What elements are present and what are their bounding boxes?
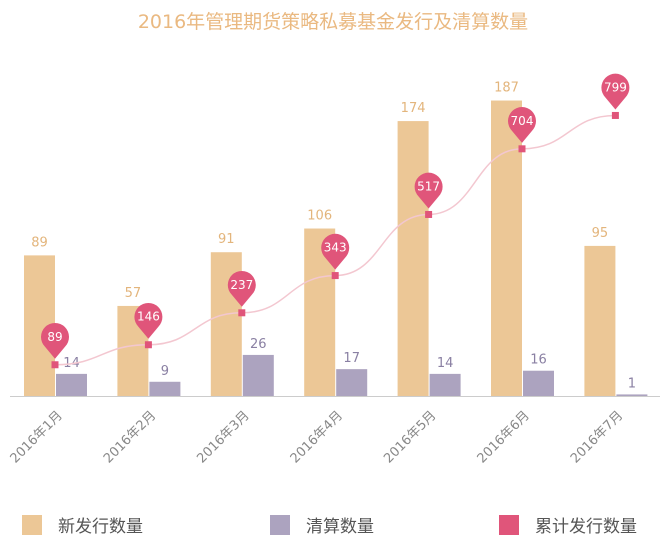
chart-title: 2016年管理期货策略私募基金发行及清算数量 bbox=[138, 11, 528, 33]
x-tick-label-2: 2016年2月 bbox=[101, 408, 159, 466]
bar-cleared-label-5: 14 bbox=[437, 356, 454, 371]
bar-cleared-5 bbox=[429, 373, 461, 396]
cumulative-pin-7 bbox=[601, 73, 630, 110]
cumulative-label-6: 704 bbox=[511, 114, 534, 128]
bar-new-6 bbox=[491, 100, 522, 396]
bar-cleared-label-2: 9 bbox=[161, 364, 169, 379]
cumulative-line-layer: 89 146 237 343 517 704 799 bbox=[41, 73, 630, 369]
cumulative-point-5 bbox=[425, 210, 433, 218]
cumulative-label-1: 89 bbox=[47, 330, 62, 344]
bar-new-label-3: 91 bbox=[218, 232, 235, 247]
bar-cleared-7 bbox=[616, 394, 648, 396]
bar-cleared-1 bbox=[56, 373, 87, 396]
bar-cleared-label-3: 26 bbox=[250, 337, 267, 352]
cumulative-point-4 bbox=[331, 272, 339, 280]
legend-new-swatch bbox=[22, 515, 42, 535]
x-tick-label-3: 2016年3月 bbox=[194, 408, 252, 466]
bar-new-label-2: 57 bbox=[125, 286, 142, 301]
bar-new-label-4: 106 bbox=[307, 209, 332, 224]
x-tick-label-1: 2016年1月 bbox=[8, 408, 66, 466]
cumulative-label-4: 343 bbox=[324, 241, 347, 255]
cumulative-label-2: 146 bbox=[137, 310, 160, 324]
legend: 新发行数量 清算数量 累计发行数量 bbox=[22, 515, 637, 537]
bar-new-7 bbox=[584, 245, 616, 396]
bar-cleared-label-6: 16 bbox=[530, 353, 547, 368]
cumulative-pin-3 bbox=[227, 270, 256, 307]
legend-cleared-swatch bbox=[270, 515, 290, 535]
cumulative-point-7 bbox=[611, 111, 619, 119]
x-tick-label-4: 2016年4月 bbox=[288, 408, 346, 466]
bar-cleared-3 bbox=[242, 354, 274, 396]
legend-new-label: 新发行数量 bbox=[58, 517, 143, 537]
cumulative-point-1 bbox=[51, 361, 59, 369]
cumulative-pin-5 bbox=[414, 172, 443, 209]
bar-new-label-6: 187 bbox=[494, 81, 519, 96]
cumulative-pin-4 bbox=[321, 233, 350, 270]
cumulative-point-2 bbox=[144, 341, 152, 349]
x-tick-label-5: 2016年5月 bbox=[381, 408, 439, 466]
bar-new-5 bbox=[397, 121, 429, 396]
legend-new: 新发行数量 bbox=[22, 515, 143, 537]
legend-cumulative-label: 累计发行数量 bbox=[535, 517, 637, 537]
legend-cumulative-swatch bbox=[499, 515, 519, 535]
cumulative-pin-6 bbox=[508, 107, 536, 143]
x-axis: 2016年1月 2016年2月 2016年3月 2016年4月 2016年5月 2016年… bbox=[8, 396, 660, 466]
x-tick-label-7: 2016年7月 bbox=[568, 408, 626, 466]
bar-cleared-4 bbox=[336, 369, 368, 396]
cumulative-pin-2 bbox=[134, 302, 163, 339]
bar-new-label-5: 174 bbox=[401, 101, 426, 116]
bar-cleared-6 bbox=[523, 370, 554, 396]
cumulative-pin-1 bbox=[41, 322, 69, 359]
bar-new-label-7: 95 bbox=[592, 226, 609, 241]
legend-cleared-label: 清算数量 bbox=[306, 517, 374, 537]
cumulative-point-6 bbox=[518, 145, 526, 153]
bar-cleared-label-7: 1 bbox=[628, 376, 636, 391]
bar-cleared-label-4: 17 bbox=[343, 351, 360, 366]
cumulative-label-7: 799 bbox=[604, 80, 627, 94]
legend-cumulative: 累计发行数量 bbox=[499, 515, 637, 537]
bar-cleared-2 bbox=[149, 381, 181, 396]
legend-cleared: 清算数量 bbox=[270, 515, 374, 537]
cumulative-label-3: 237 bbox=[230, 278, 253, 292]
cumulative-label-5: 517 bbox=[417, 179, 440, 193]
cumulative-point-3 bbox=[238, 309, 246, 317]
x-tick-label-6: 2016年6月 bbox=[475, 408, 533, 466]
bar-new-label-1: 89 bbox=[31, 235, 48, 250]
